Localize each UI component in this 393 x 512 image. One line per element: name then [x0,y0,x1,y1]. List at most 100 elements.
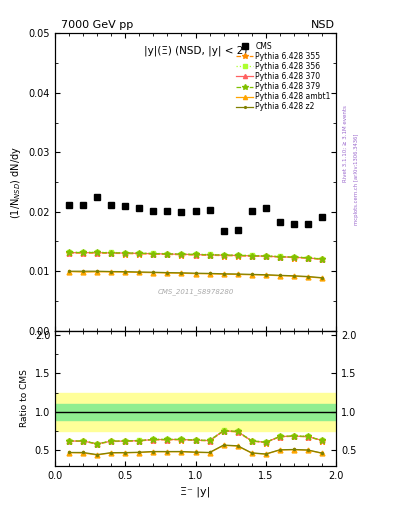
Pythia 6.428 379 [292,254,296,260]
Pythia 6.428 ambt1 [95,269,99,275]
CMS [81,202,86,208]
Pythia 6.428 379 [277,253,282,260]
Pythia 6.428 z2 [250,271,254,278]
CMS [95,195,99,201]
Pythia 6.428 356 [263,253,268,259]
Pythia 6.428 370 [235,252,240,259]
Pythia 6.428 379 [165,251,170,257]
CMS [179,209,184,215]
Line: Pythia 6.428 355: Pythia 6.428 355 [66,250,325,263]
Pythia 6.428 356 [193,251,198,258]
Pythia 6.428 356 [320,255,324,262]
Pythia 6.428 z2 [235,271,240,277]
Line: CMS: CMS [66,195,325,234]
Legend: CMS, Pythia 6.428 355, Pythia 6.428 356, Pythia 6.428 370, Pythia 6.428 379, Pyt: CMS, Pythia 6.428 355, Pythia 6.428 356,… [235,40,332,113]
X-axis label: Ξ⁻ |y|: Ξ⁻ |y| [180,486,211,497]
Pythia 6.428 ambt1 [277,272,282,279]
Pythia 6.428 356 [137,250,142,256]
Pythia 6.428 379 [123,250,128,256]
Pythia 6.428 370 [207,252,212,258]
Pythia 6.428 z2 [320,274,324,281]
Pythia 6.428 ambt1 [207,271,212,277]
Line: Pythia 6.428 z2: Pythia 6.428 z2 [67,269,324,280]
Pythia 6.428 z2 [306,273,310,280]
Pythia 6.428 355 [320,257,324,263]
CMS [123,203,128,209]
CMS [207,207,212,213]
Pythia 6.428 355 [179,251,184,258]
Pythia 6.428 356 [179,251,184,257]
Pythia 6.428 ambt1 [165,270,170,276]
CMS [109,202,114,208]
Pythia 6.428 370 [95,249,99,255]
Pythia 6.428 355 [193,252,198,258]
Pythia 6.428 379 [221,252,226,258]
Pythia 6.428 356 [306,254,310,261]
Pythia 6.428 379 [137,250,142,257]
Pythia 6.428 z2 [151,269,156,275]
Pythia 6.428 356 [221,252,226,258]
Pythia 6.428 370 [263,253,268,259]
Pythia 6.428 355 [292,254,296,261]
Pythia 6.428 ambt1 [320,275,324,281]
Line: Pythia 6.428 356: Pythia 6.428 356 [67,250,324,261]
Pythia 6.428 379 [263,253,268,259]
Pythia 6.428 ambt1 [235,271,240,278]
Pythia 6.428 z2 [207,270,212,276]
Pythia 6.428 356 [95,249,99,255]
Pythia 6.428 370 [165,251,170,257]
CMS [292,221,296,227]
Pythia 6.428 z2 [193,270,198,276]
Pythia 6.428 370 [193,251,198,258]
Pythia 6.428 z2 [179,270,184,276]
Pythia 6.428 ambt1 [263,272,268,278]
Pythia 6.428 z2 [165,269,170,275]
Pythia 6.428 379 [67,249,72,255]
Pythia 6.428 379 [109,250,114,256]
Pythia 6.428 ambt1 [221,271,226,278]
Bar [55,393,336,431]
Pythia 6.428 ambt1 [109,269,114,275]
Pythia 6.428 356 [109,249,114,255]
Pythia 6.428 355 [306,255,310,261]
Pythia 6.428 355 [67,250,72,256]
Pythia 6.428 ambt1 [67,268,72,274]
Pythia 6.428 356 [207,251,212,258]
Pythia 6.428 379 [179,251,184,257]
Pythia 6.428 ambt1 [306,274,310,280]
Y-axis label: Ratio to CMS: Ratio to CMS [20,369,29,427]
CMS [221,228,226,234]
Pythia 6.428 z2 [67,268,72,274]
Pythia 6.428 ambt1 [151,270,156,276]
CMS [306,221,310,227]
Pythia 6.428 ambt1 [250,272,254,278]
Pythia 6.428 ambt1 [137,269,142,275]
Pythia 6.428 355 [235,253,240,259]
Pythia 6.428 370 [306,255,310,261]
CMS [263,204,268,210]
Pythia 6.428 355 [250,253,254,259]
CMS [151,207,156,214]
Pythia 6.428 379 [193,251,198,258]
CMS [137,204,142,210]
Pythia 6.428 356 [292,254,296,260]
Pythia 6.428 379 [320,256,324,262]
Text: NSD: NSD [311,19,335,30]
Pythia 6.428 ambt1 [123,269,128,275]
Pythia 6.428 379 [235,252,240,259]
Pythia 6.428 370 [292,254,296,260]
CMS [277,219,282,225]
Pythia 6.428 ambt1 [292,273,296,279]
Pythia 6.428 356 [250,252,254,259]
Pythia 6.428 356 [67,249,72,255]
Pythia 6.428 355 [263,253,268,260]
CMS [165,208,170,214]
Pythia 6.428 355 [123,250,128,257]
CMS [193,207,198,214]
Pythia 6.428 z2 [81,268,86,274]
Text: CMS_2011_S8978280: CMS_2011_S8978280 [157,288,234,295]
Pythia 6.428 356 [277,253,282,260]
CMS [250,207,254,214]
Pythia 6.428 370 [81,249,86,255]
Pythia 6.428 370 [137,250,142,257]
